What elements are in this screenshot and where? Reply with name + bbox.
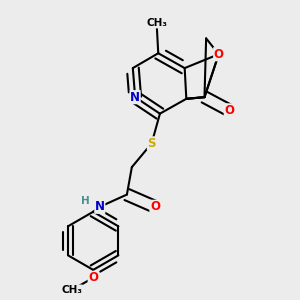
- Text: O: O: [214, 48, 224, 61]
- Text: S: S: [147, 137, 156, 150]
- Text: CH₃: CH₃: [146, 18, 167, 28]
- Text: O: O: [88, 271, 98, 284]
- Text: N: N: [130, 91, 140, 104]
- Text: N: N: [95, 200, 105, 213]
- Text: H: H: [81, 196, 90, 206]
- Text: CH₃: CH₃: [61, 285, 82, 295]
- Text: O: O: [224, 104, 234, 117]
- Text: O: O: [150, 200, 160, 213]
